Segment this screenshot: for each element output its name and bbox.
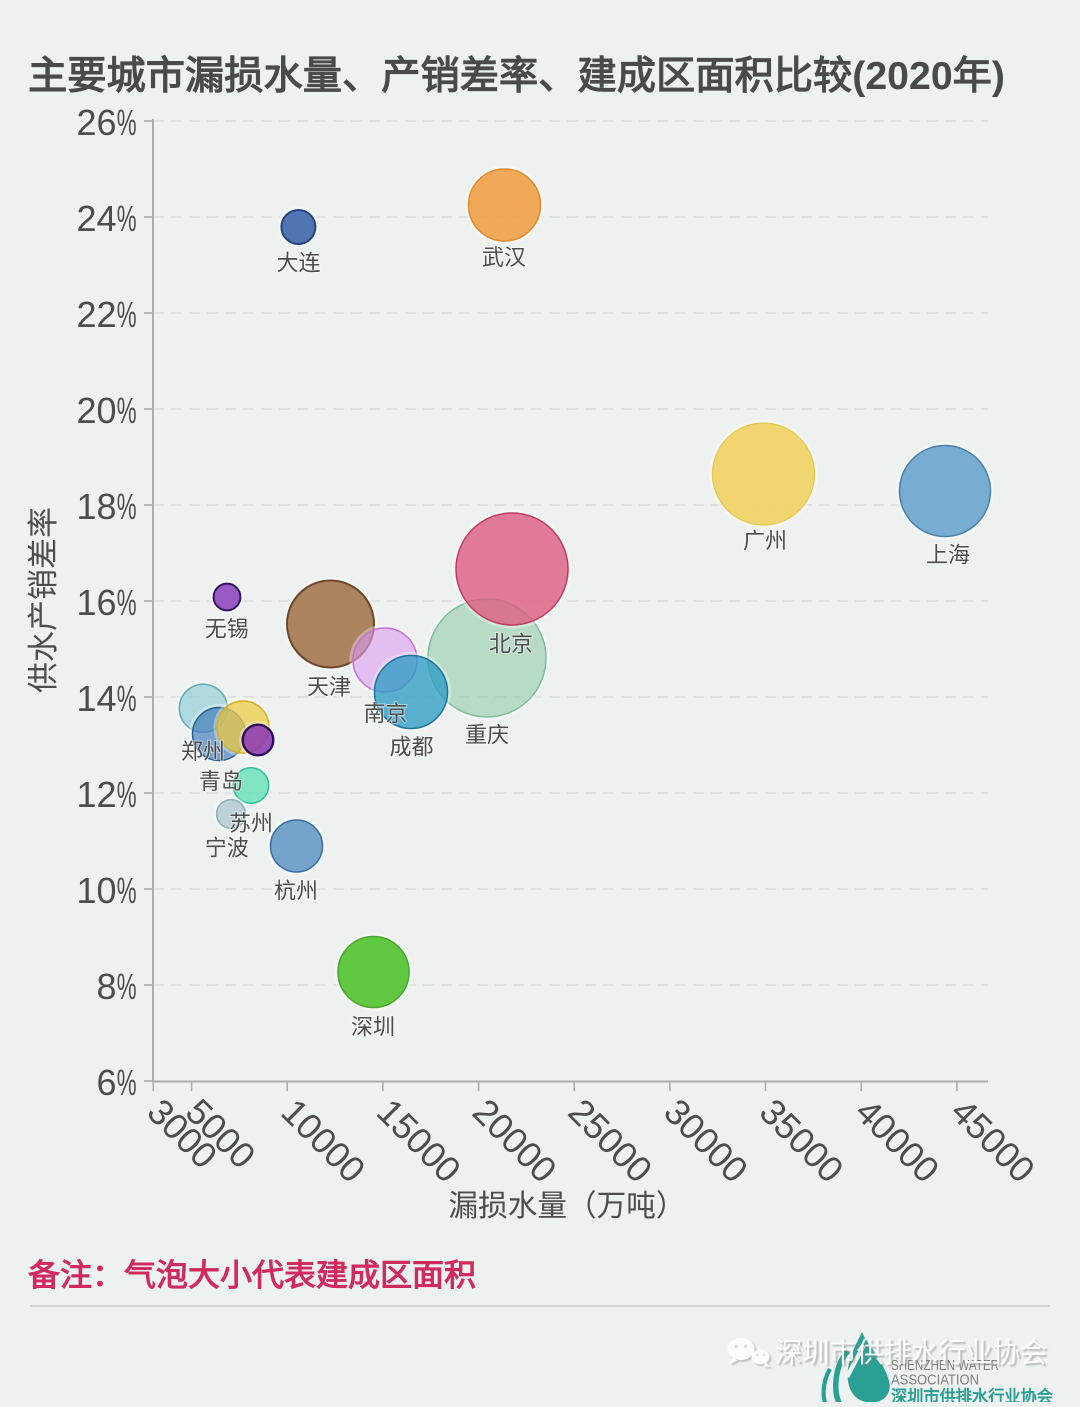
svg-text:%: % (117, 392, 137, 432)
svg-text:杭州: 杭州 (274, 878, 318, 903)
svg-text:SHENZHEN WATER: SHENZHEN WATER (891, 1357, 999, 1374)
svg-text:苏州: 苏州 (229, 811, 273, 836)
svg-text:%: % (117, 200, 137, 240)
svg-text:广州: 广州 (743, 528, 787, 553)
svg-text:%: % (117, 104, 137, 144)
svg-text:10: 10 (76, 870, 116, 911)
svg-text:%: % (117, 872, 137, 912)
svg-text:16: 16 (76, 582, 116, 623)
svg-text:ASSOCIATION: ASSOCIATION (891, 1372, 979, 1389)
svg-text:宁波: 宁波 (205, 835, 249, 860)
svg-text:郑州: 郑州 (181, 739, 225, 764)
svg-text:无锡: 无锡 (205, 616, 249, 641)
svg-text:重庆: 重庆 (465, 722, 509, 747)
svg-text:26: 26 (76, 102, 116, 143)
svg-text:南京: 南京 (363, 701, 407, 726)
svg-text:12: 12 (76, 774, 116, 815)
svg-text:%: % (117, 296, 137, 336)
svg-text:备注：气泡大小代表建成区面积: 备注：气泡大小代表建成区面积 (27, 1258, 476, 1293)
svg-text:24: 24 (76, 198, 116, 239)
svg-text:成都: 成都 (389, 734, 433, 759)
svg-text:8: 8 (96, 966, 116, 1007)
svg-text:18: 18 (76, 486, 116, 527)
svg-text:22: 22 (76, 294, 116, 335)
svg-text:%: % (117, 968, 137, 1008)
svg-text:%: % (117, 584, 137, 624)
svg-text:14: 14 (76, 678, 116, 719)
svg-text:深圳: 深圳 (351, 1014, 395, 1039)
svg-text:%: % (117, 488, 137, 528)
svg-text:武汉: 武汉 (482, 245, 526, 270)
svg-text:%: % (117, 680, 137, 720)
svg-text:深圳市供排水行业协会: 深圳市供排水行业协会 (775, 1337, 1047, 1368)
svg-text:北京: 北京 (489, 631, 533, 656)
svg-text:青岛: 青岛 (199, 769, 243, 794)
svg-text:天津: 天津 (307, 674, 351, 699)
svg-text:大连: 大连 (276, 250, 320, 275)
svg-text:%: % (117, 776, 137, 816)
svg-text:深圳市供排水行业协会: 深圳市供排水行业协会 (891, 1387, 1053, 1403)
svg-text:上海: 上海 (926, 542, 970, 567)
svg-text:供水产销差率: 供水产销差率 (26, 507, 61, 693)
svg-text:20: 20 (76, 390, 116, 431)
svg-text:6: 6 (96, 1062, 116, 1103)
svg-text:%: % (117, 1064, 137, 1104)
svg-text:主要城市漏损水量、产销差率、建成区面积比较(2020年): 主要城市漏损水量、产销差率、建成区面积比较(2020年) (28, 55, 1005, 98)
svg-text:漏损水量（万吨）: 漏损水量（万吨） (449, 1190, 686, 1223)
